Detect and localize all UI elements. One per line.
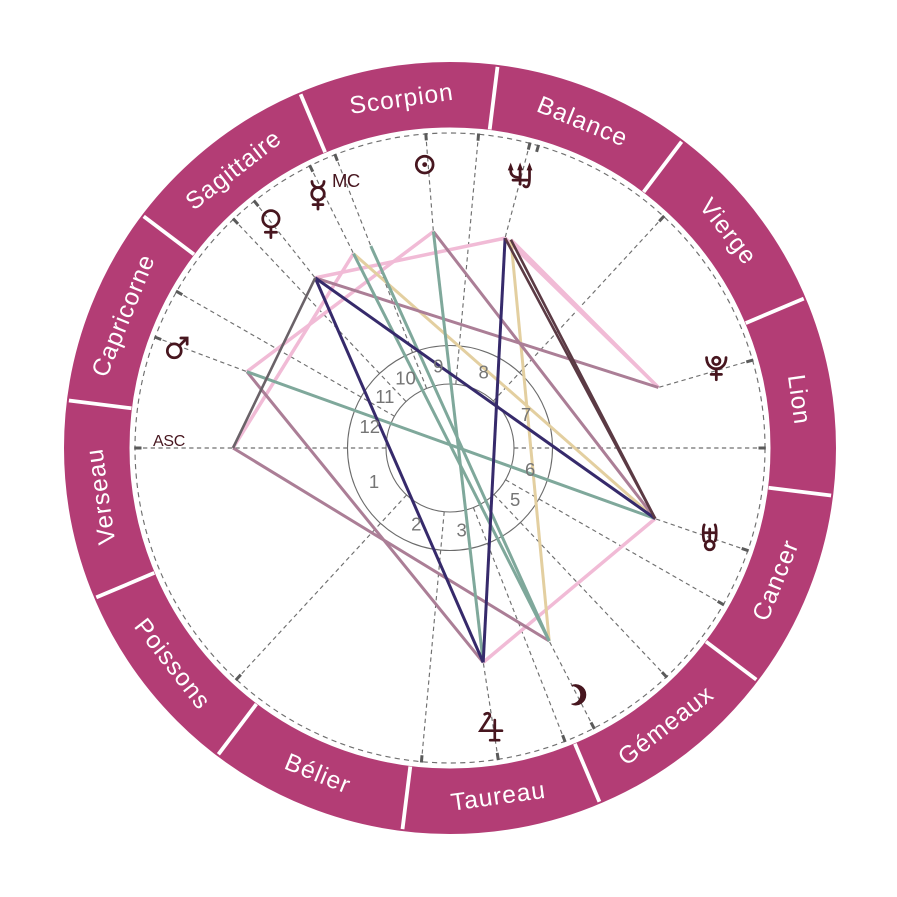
svg-text:1: 1 (369, 471, 379, 492)
svg-text:12: 12 (360, 416, 381, 437)
svg-text:8: 8 (479, 362, 489, 383)
svg-text:ASC: ASC (153, 433, 185, 450)
svg-text:9: 9 (433, 355, 443, 376)
svg-text:5: 5 (510, 489, 520, 510)
svg-text:MC: MC (332, 170, 360, 191)
svg-text:11: 11 (375, 386, 394, 407)
svg-text:2: 2 (411, 513, 421, 534)
svg-text:10: 10 (395, 367, 416, 388)
svg-text:3: 3 (457, 520, 467, 541)
svg-text:6: 6 (525, 459, 535, 480)
svg-text:7: 7 (521, 404, 531, 425)
